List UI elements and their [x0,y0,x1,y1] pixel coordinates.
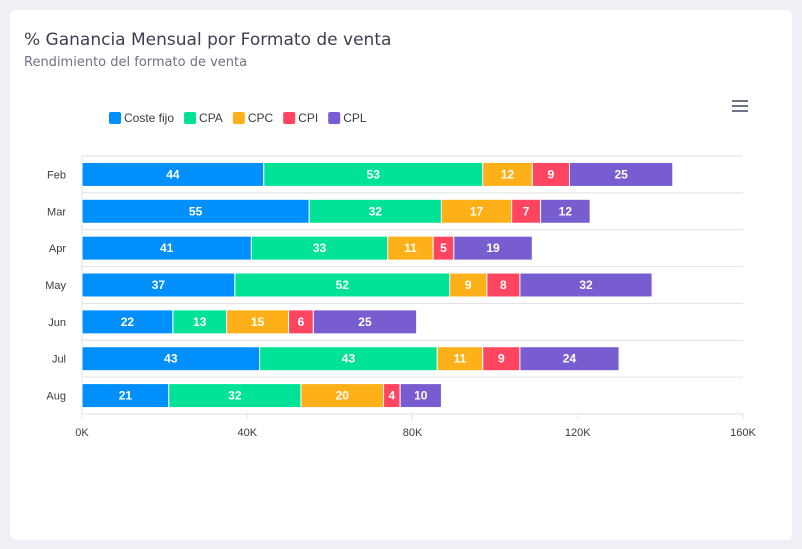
bar-segment[interactable] [312,309,418,335]
data-label: 25 [358,315,372,329]
data-label: 20 [336,389,350,403]
data-label: 55 [189,204,203,218]
data-label: 11 [454,352,467,366]
data-label: 8 [500,278,507,292]
y-category-label: Jun [48,317,66,329]
data-label: 37 [152,278,166,292]
data-label: 9 [548,167,555,181]
data-label: 6 [298,315,305,329]
bar-segment[interactable] [519,272,653,298]
data-label: 4 [389,389,396,403]
data-label: 43 [164,352,178,366]
data-label: 15 [251,315,265,329]
x-tick-label: 160K [730,427,756,439]
data-label: 41 [160,241,174,255]
data-label: 19 [486,241,500,255]
y-category-label: Feb [47,169,66,181]
legend-marker[interactable] [283,112,296,124]
legend-label[interactable]: CPL [343,111,367,125]
bar-segment[interactable] [453,235,533,261]
data-label: 5 [440,241,447,255]
y-category-label: Mar [47,206,66,218]
data-label: 33 [313,241,327,255]
data-label: 12 [501,167,515,181]
data-label: 24 [563,352,577,366]
bar-segment[interactable] [568,161,674,187]
legend-label[interactable]: Coste fijo [124,111,174,125]
data-label: 21 [119,389,133,403]
x-tick-label: 120K [565,427,591,439]
y-category-label: Apr [49,243,66,255]
legend-marker[interactable] [184,112,197,124]
bar-segment[interactable] [399,383,442,409]
bar-segment[interactable] [540,198,591,224]
y-category-label: Aug [46,391,66,403]
data-label: 17 [470,204,484,218]
x-tick-label: 0K [75,427,89,439]
legend-marker[interactable] [109,112,121,124]
x-tick-label: 80K [403,427,423,439]
data-label: 22 [121,315,135,329]
data-label: 12 [559,204,573,218]
y-category-label: May [45,280,66,292]
data-label: 44 [166,167,180,181]
hamburger-menu-icon[interactable] [732,100,748,112]
data-label: 25 [614,167,628,181]
data-label: 53 [367,167,381,181]
data-label: 9 [465,278,472,292]
data-label: 32 [579,278,593,292]
legend-label[interactable]: CPA [199,111,223,125]
y-category-label: Jul [52,354,66,366]
data-label: 43 [342,352,356,366]
legend-label[interactable]: CPC [248,111,274,125]
data-label: 13 [193,315,207,329]
bar-segment[interactable] [519,346,620,372]
chart-title: % Ganancia Mensual por Formato de venta [24,30,392,50]
chart-subtitle: Rendimiento del formato de venta [24,55,248,70]
data-label: 52 [336,278,350,292]
data-label: 32 [228,389,242,403]
legend-marker[interactable] [232,112,245,124]
legend-marker[interactable] [328,112,341,124]
x-tick-label: 40K [237,427,257,439]
legend-label[interactable]: CPI [298,111,318,125]
data-label: 7 [523,204,530,218]
data-label: 10 [414,389,428,403]
data-label: 11 [404,241,417,255]
data-label: 9 [498,352,505,366]
data-label: 32 [369,204,383,218]
